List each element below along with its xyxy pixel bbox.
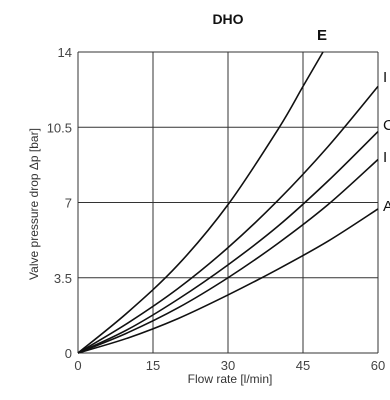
x-tick-label-1: 15 xyxy=(146,358,160,373)
grid xyxy=(77,51,379,354)
series-line-4 xyxy=(77,208,379,354)
edge-label-3: A xyxy=(383,198,390,215)
y-axis-label: Valve pressure drop Δp [bar] xyxy=(27,128,41,280)
curves xyxy=(77,51,379,354)
edge-label-0: I xyxy=(383,69,387,86)
series-line-1 xyxy=(77,85,379,354)
y-tick-label-0: 0 xyxy=(65,346,72,361)
series-label-e: E xyxy=(317,27,327,44)
y-tick-label-3: 10.5 xyxy=(47,120,72,135)
y-tick-label-2: 7 xyxy=(65,196,72,211)
edge-label-1: C xyxy=(383,117,390,134)
x-tick-label-0: 0 xyxy=(74,358,81,373)
y-tick-label-4: 14 xyxy=(58,45,72,60)
series-line-2 xyxy=(77,130,379,354)
chart-title: DHO xyxy=(212,11,243,27)
x-tick-label-4: 60 xyxy=(371,358,385,373)
x-tick-label-2: 30 xyxy=(221,358,235,373)
edge-label-2: I xyxy=(383,149,387,166)
tick-labels: 0 15 30 45 60 0 3.5 7 10.5 14 xyxy=(47,45,386,373)
x-tick-label-3: 45 xyxy=(296,358,310,373)
x-axis-label: Flow rate [l/min] xyxy=(188,372,273,386)
series-line-0 xyxy=(77,51,324,354)
y-tick-label-1: 3.5 xyxy=(54,271,72,286)
series-line-3 xyxy=(77,158,379,354)
